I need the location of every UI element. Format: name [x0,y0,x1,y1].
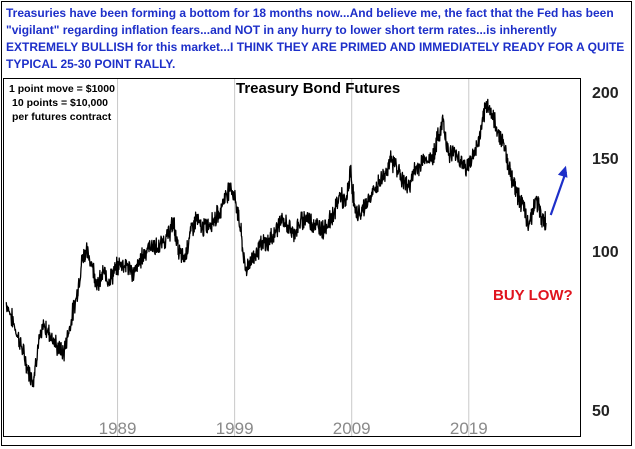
y-tick-label: 200 [592,85,619,102]
arrow-group [549,165,568,216]
y-tick-label: 150 [592,151,619,168]
series-group [5,98,547,388]
x-tick-label: 1989 [99,419,137,438]
note-line: per futures contract [12,111,112,123]
x-tick-label: 2019 [450,419,488,438]
buy-low-annotation: BUY LOW? [493,287,573,304]
plot-area [3,78,581,437]
y-tick-label: 100 [592,244,619,261]
price-line [5,98,547,388]
forecast-arrow-shaft [549,171,567,216]
x-tick-label: 2009 [333,419,371,438]
contract-note: 1 point move = $1000 10 points = $10,000… [9,82,115,124]
x-tick-label: 1999 [216,419,254,438]
y-tick-label: 50 [592,403,610,420]
note-line: 1 point move = $1000 [9,83,115,95]
x-axis-ticks: 1989 1999 2009 2019 [99,419,488,438]
gridlines [117,79,470,436]
forecast-arrow-head [557,165,568,178]
note-line: 10 points = $10,000 [12,97,109,109]
chart-title: Treasury Bond Futures [236,80,401,97]
headline-commentary: Treasuries have been forming a bottom fo… [6,6,625,71]
y-axis-ticks: 50 100 150 200 [592,85,619,420]
